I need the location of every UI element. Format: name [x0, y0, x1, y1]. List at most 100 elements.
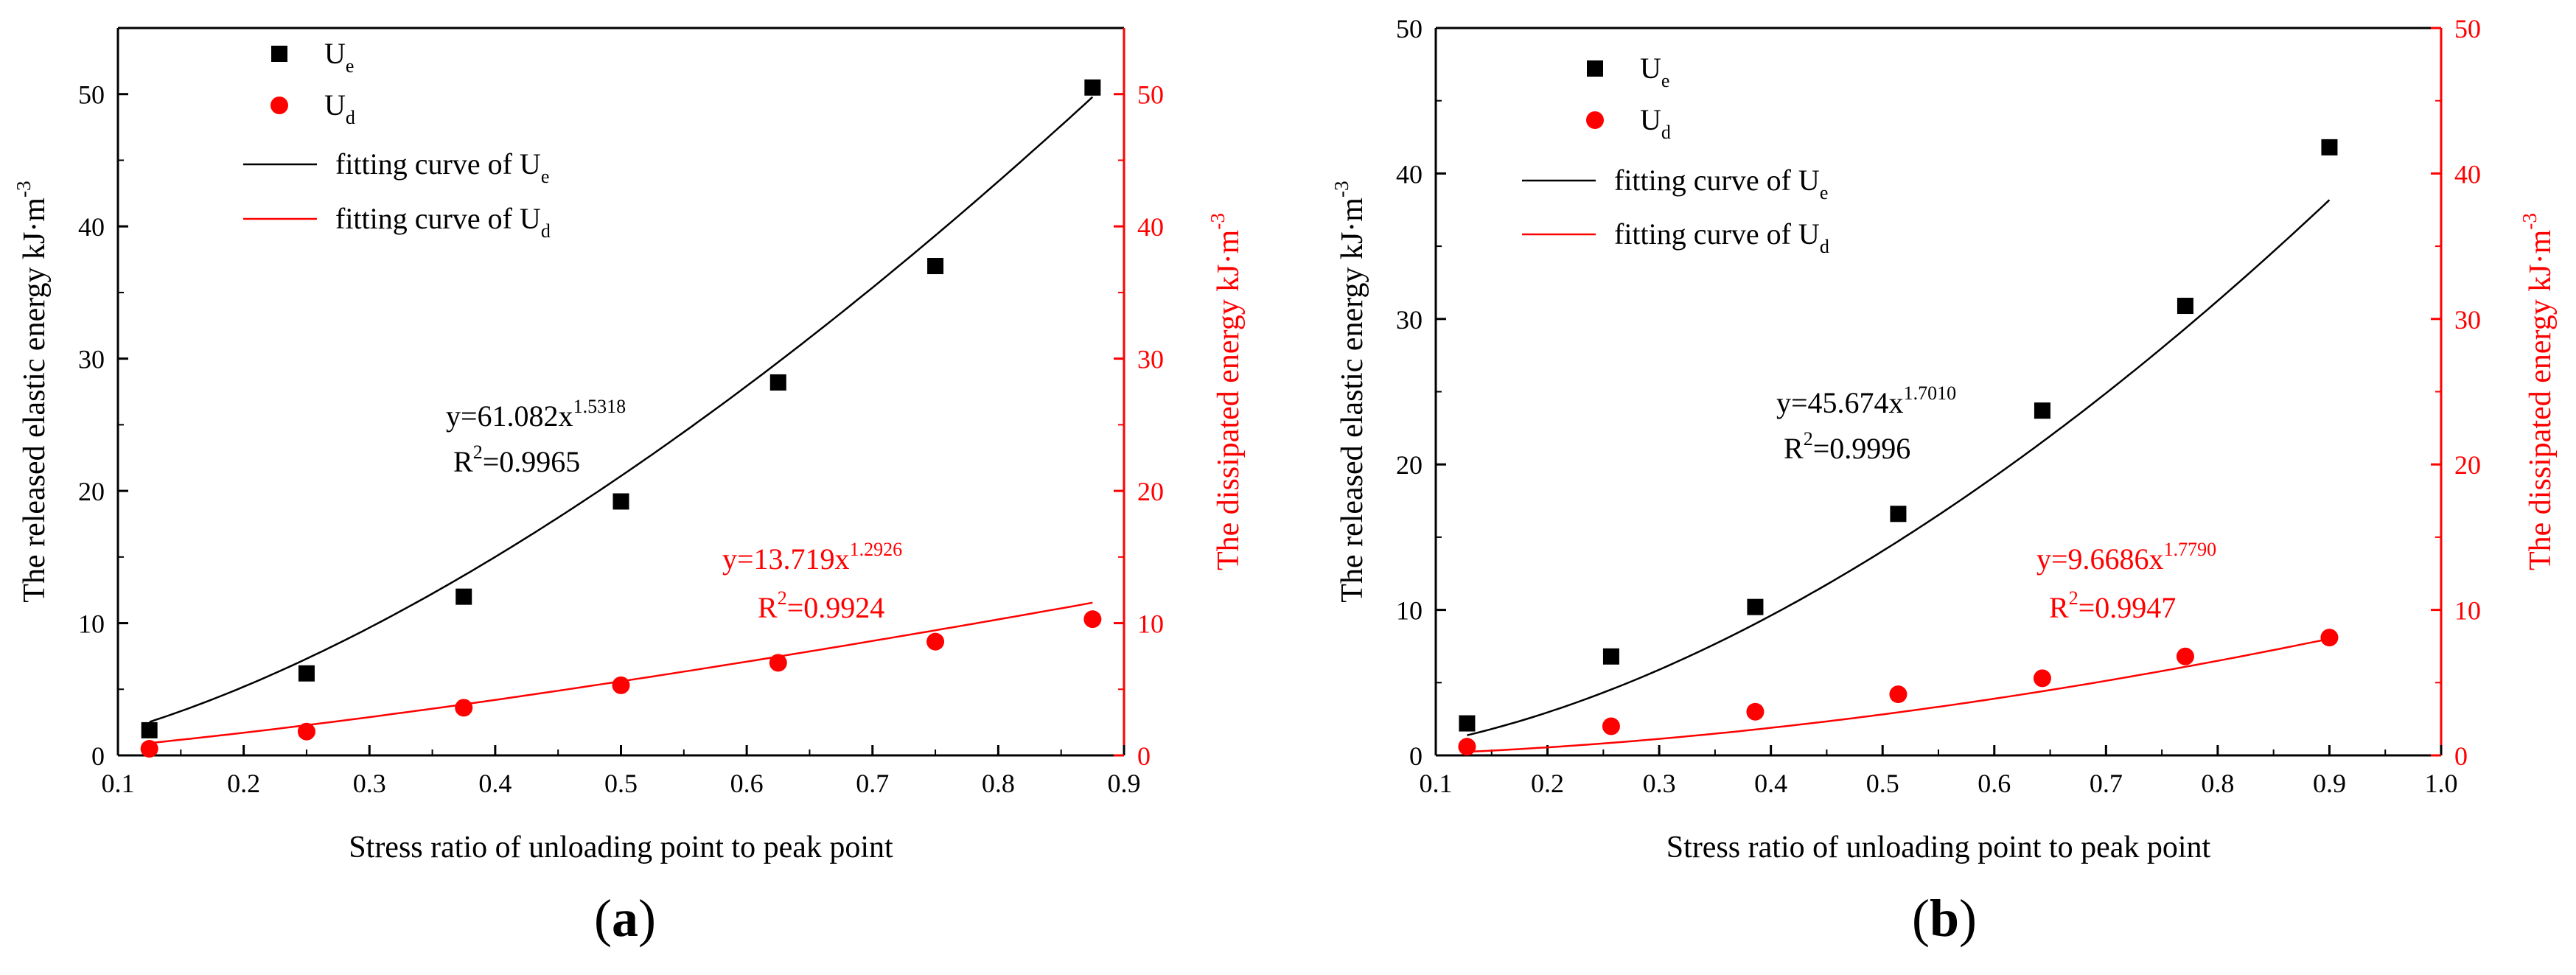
- y-left-tick-label: 20: [78, 477, 105, 506]
- x-tick-label: 0.9: [1108, 769, 1141, 798]
- x-axis-title: Stress ratio of unloading point to peak …: [1666, 831, 2211, 864]
- y-right-tick-label: 30: [2454, 305, 2481, 335]
- ue-data-point: [1890, 506, 1907, 523]
- y-left-tick-label: 50: [1396, 14, 1423, 43]
- x-tick-label: 0.8: [982, 769, 1015, 798]
- x-tick-label: 0.5: [1866, 769, 1899, 798]
- x-axis-title: Stress ratio of unloading point to peak …: [349, 831, 893, 864]
- x-tick-label: 0.8: [2201, 769, 2234, 798]
- fit-r2-ue: R2=0.9965: [453, 441, 580, 478]
- fit-equation-ud: y=13.719x1.2926: [722, 539, 902, 576]
- y-left-tick-label: 50: [78, 80, 105, 110]
- y-left-tick-label: 30: [78, 345, 105, 374]
- ud-data-point: [926, 632, 945, 651]
- y-right-tick-label: 20: [1137, 477, 1164, 506]
- chart-panel-b: 0.1 0.2 0.3 0.4 0.5 0.6 0.7 0.8 0.9 1.00102030405…: [1330, 14, 2558, 948]
- chart-panel-a: 0.1 0.2 0.3 0.4 0.5 0.6 0.7 0.8 0.90102030405001…: [13, 27, 1246, 948]
- x-tick-label: 0.2: [227, 769, 260, 798]
- fit-curve-ud: [149, 601, 1093, 744]
- panel-label: (b): [1912, 889, 1977, 948]
- ue-data-point: [769, 374, 786, 391]
- x-tick-label: 1.0: [2425, 769, 2458, 798]
- ud-data-point: [612, 676, 630, 694]
- y-left-tick-label: 0: [1409, 741, 1423, 771]
- fit-equation-ue: y=45.674x1.7010: [1776, 382, 1956, 419]
- ue-data-point: [141, 721, 158, 738]
- x-tick-label: 0.4: [478, 769, 512, 798]
- x-tick-label: 0.9: [2313, 769, 2346, 798]
- x-tick-label: 0.7: [2090, 769, 2123, 798]
- y-right-axis-title: The dissipated energy kJ·m-3: [2519, 213, 2558, 570]
- ud-data-point: [1602, 717, 1620, 735]
- y-left-tick-label: 20: [1396, 450, 1423, 480]
- y-right-tick-label: 0: [2454, 741, 2468, 771]
- ue-data-point: [2034, 402, 2050, 419]
- x-tick-label: 0.5: [604, 769, 638, 798]
- ud-data-point: [1458, 738, 1476, 756]
- legend-fit-ue-label: fitting curve of Ue: [335, 147, 549, 187]
- legend-ue-marker: [271, 46, 287, 62]
- fit-curve-ue: [149, 96, 1094, 723]
- ud-data-point: [1746, 702, 1765, 721]
- y-left-tick-label: 40: [1396, 159, 1423, 189]
- x-tick-label: 0.3: [1643, 769, 1676, 798]
- fit-r2-ud: R2=0.9947: [2049, 587, 2176, 624]
- ue-data-point: [2177, 298, 2193, 315]
- ue-data-point: [1084, 79, 1101, 96]
- y-left-tick-label: 0: [91, 741, 105, 771]
- ud-data-point: [455, 699, 473, 717]
- y-right-tick-label: 0: [1137, 741, 1151, 771]
- legend: Ue Ud fitting curve of Ue fitting curve of …: [1522, 52, 1829, 257]
- y-right-tick-label: 40: [1137, 212, 1164, 242]
- x-tick-label: 0.6: [730, 769, 764, 798]
- ue-data-point: [455, 588, 472, 605]
- ue-data-point: [2321, 139, 2338, 155]
- ue-data-point: [927, 258, 944, 275]
- legend-fit-ud-label: fitting curve of Ud: [1614, 217, 1829, 257]
- x-tick-label: 0.1: [102, 769, 135, 798]
- x-tick-label: 0.3: [353, 769, 386, 798]
- ud-data-point: [297, 722, 315, 741]
- legend-ud-marker: [1586, 111, 1604, 129]
- y-left-tick-label: 40: [78, 212, 105, 242]
- ud-data-point: [2320, 629, 2339, 647]
- y-right-axis-title: The dissipated energy kJ·m-3: [1207, 213, 1246, 570]
- ud-data-point: [1083, 610, 1102, 629]
- ud-data-point: [2033, 669, 2051, 688]
- legend: Ue Ud fitting curve of Ue fitting curve of …: [243, 37, 551, 242]
- y-right-tick-label: 20: [2454, 450, 2481, 480]
- ue-data-point: [1747, 598, 1764, 615]
- fit-equation-ud: y=9.6686x1.7790: [2036, 539, 2216, 576]
- legend-fit-ue-label: fitting curve of Ue: [1614, 164, 1828, 203]
- y-left-tick-label: 10: [78, 609, 105, 639]
- legend-ue-label: Ue: [324, 37, 354, 77]
- y-right-tick-label: 10: [2454, 596, 2481, 626]
- ue-data-point: [1602, 648, 1619, 665]
- y-left-axis-title: The released elastic energy kJ·m-3: [1330, 181, 1369, 602]
- y-right-tick-label: 10: [1137, 609, 1164, 639]
- y-right-tick-label: 50: [2454, 14, 2481, 43]
- legend-ue-label: Ue: [1640, 52, 1669, 91]
- ud-data-point: [1889, 685, 1907, 704]
- fit-curve-ue: [1467, 199, 2331, 736]
- ue-data-point: [1459, 715, 1476, 732]
- legend-ud-marker: [270, 97, 288, 114]
- ud-data-point: [2176, 647, 2194, 665]
- ue-data-point: [612, 493, 629, 510]
- x-tick-label: 0.2: [1531, 769, 1564, 798]
- x-tick-label: 0.6: [1978, 769, 2011, 798]
- legend-fit-ud-label: fitting curve of Ud: [335, 202, 551, 242]
- y-left-axis-title: The released elastic energy kJ·m-3: [13, 181, 52, 602]
- x-tick-label: 0.7: [856, 769, 889, 798]
- fit-curve-ud: [1467, 637, 2330, 753]
- y-right-tick-label: 50: [1137, 80, 1164, 110]
- panel-label: (a): [594, 889, 656, 948]
- ud-data-point: [769, 654, 787, 672]
- x-tick-label: 0.1: [1420, 769, 1453, 798]
- legend-ud-label: Ud: [324, 88, 355, 128]
- y-right-tick-label: 40: [2454, 159, 2481, 189]
- ue-data-point: [298, 665, 315, 682]
- x-tick-label: 0.4: [1754, 769, 1787, 798]
- y-right-tick-label: 30: [1137, 345, 1164, 374]
